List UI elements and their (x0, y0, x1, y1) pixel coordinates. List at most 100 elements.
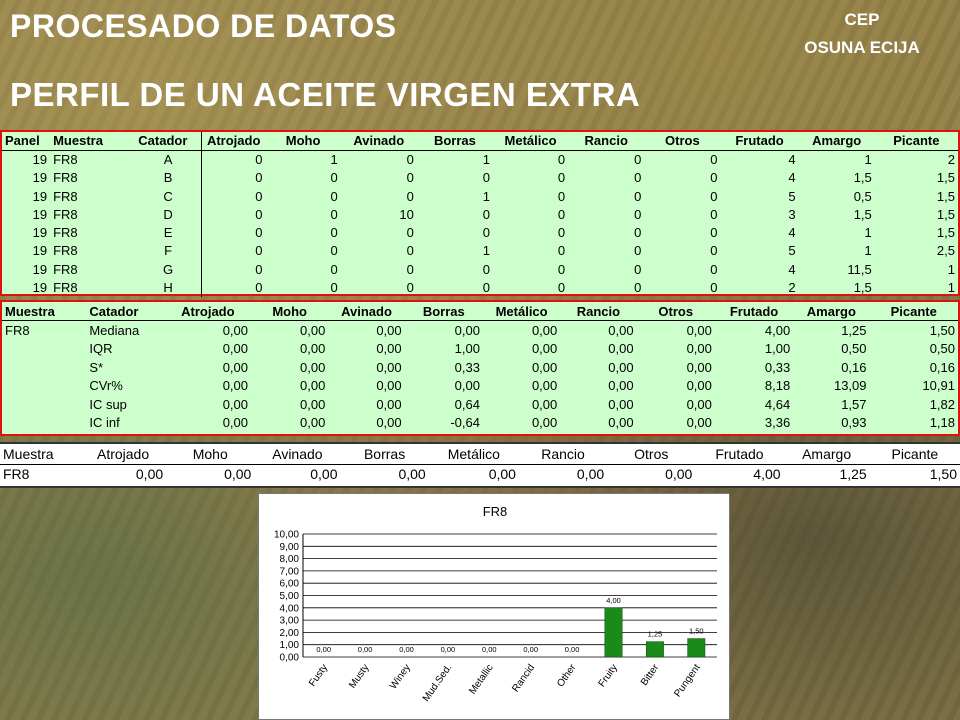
table-cell: 19 (32, 261, 48, 277)
table-row: 19 FR8 E 0 0 0 0 0 0 0 4 1 1,5 (2, 223, 958, 242)
table-cell: 1,25 (841, 322, 867, 338)
table-cell: 1,5 (936, 206, 955, 222)
table-cell: 1,00 (454, 340, 480, 356)
table-cell: 19 (32, 225, 48, 241)
column-header: Moho (265, 132, 341, 151)
table-row: IC inf 0,00 0,00 0,00 -0,64 0,00 0,00 0,00 3,36 0… (2, 414, 958, 433)
table-cell: 19 (32, 280, 48, 296)
table-cell: 1,25 (839, 466, 867, 483)
table-cell: IC inf (89, 415, 120, 431)
table-cell: 2 (947, 152, 955, 168)
table-cell: 0 (634, 243, 642, 259)
x-tick-label: Pungent (672, 662, 703, 699)
table-cell: 0 (200, 241, 266, 261)
table-cell: 8,18 (764, 378, 791, 394)
column-header: Muestra (50, 132, 136, 151)
table-cell: 0 (710, 225, 718, 241)
table-cell: F (164, 243, 173, 259)
table-cell: 0 (406, 243, 414, 259)
table-cell: C (163, 188, 173, 204)
table-cell: 1 (864, 225, 872, 241)
table-row: FR8 Mediana 0,00 0,00 0,00 0,00 0,00 0,00 0,00 4,… (2, 321, 958, 340)
table-cell: 0 (557, 261, 566, 277)
column-header: Picante (874, 132, 958, 151)
table-cell: 1,50 (929, 322, 955, 338)
table-cell: 0,00 (686, 378, 712, 394)
table-row: 19 FR8 H 0 0 0 0 0 0 0 2 1,5 1 (2, 278, 958, 297)
table-cell: 0 (710, 261, 718, 277)
column-header: Otros (644, 132, 721, 151)
y-tick-label: 6,00 (280, 579, 300, 590)
table-cell: S* (89, 359, 104, 375)
org-line-1: CEP (844, 10, 880, 29)
table-cell: 0 (330, 225, 338, 241)
table-cell (2, 395, 86, 414)
table-cell: 19 (32, 243, 48, 259)
table-cell: 0 (330, 280, 338, 296)
org-label: CEP OSUNA ECIJA (782, 6, 942, 62)
table-cell: 0 (557, 280, 566, 296)
table-cell: 0 (634, 261, 642, 277)
profile-chart: FR8 0,00 1,00 2,00 3,00 4,00 5,00 6,00 7,00 8,00 9… (258, 493, 730, 720)
table-cell: 0,00 (300, 322, 326, 338)
table-cell: 0,00 (531, 378, 558, 394)
table-cell: 0,00 (222, 415, 249, 431)
column-header: Borras (416, 132, 493, 151)
y-tick-label: 0,00 (280, 653, 300, 664)
table-cell: -0,64 (450, 415, 480, 431)
table-cell: 0,93 (841, 415, 867, 431)
table-cell: 1 (864, 243, 872, 259)
table-cell (2, 358, 86, 377)
table-cell: 5 (788, 188, 796, 204)
table-cell: 1 (482, 152, 490, 168)
data-label: 0,00 (523, 645, 538, 654)
column-header: Frutado (720, 132, 799, 151)
table-row: 19 FR8 C 0 0 0 1 0 0 0 5 0,5 1,5 (2, 186, 958, 206)
table-cell: 1 (864, 152, 872, 168)
chart-title: FR8 (483, 504, 508, 519)
y-tick-label: 5,00 (280, 591, 300, 602)
table-cell: 0 (406, 261, 414, 277)
data-label: 0,00 (482, 645, 497, 654)
table-cell: 0,00 (398, 466, 426, 483)
table-cell: 2 (788, 280, 796, 296)
table-cell: 19 (32, 188, 48, 204)
table-cell: 0,16 (929, 359, 955, 375)
y-tick-label: 7,00 (280, 566, 300, 577)
table-cell: 0 (557, 152, 566, 168)
table-cell: 0,00 (224, 466, 252, 483)
column-header: Panel (2, 132, 51, 151)
table-cell: 1 (482, 243, 490, 259)
data-label: 0,00 (565, 645, 580, 654)
column-header: Amargo (793, 302, 870, 322)
table-cell: 0,00 (222, 322, 249, 338)
table-cell: 0,00 (300, 415, 326, 431)
table-cell: 0,00 (531, 359, 558, 375)
table-cell: 0 (406, 280, 414, 296)
table-cell: 0 (634, 152, 642, 168)
table-cell: 0,00 (300, 396, 326, 412)
table-cell: 0,00 (531, 396, 558, 412)
table-row: IQR 0,00 0,00 0,00 1,00 0,00 0,00 0,00 1,00 0,50 0… (2, 339, 958, 358)
table-cell: 5 (788, 243, 796, 259)
x-tick-label: Rancid (510, 662, 537, 694)
column-header: Avinado (254, 444, 341, 465)
table-cell: 0,5 (853, 188, 872, 204)
page-subtitle: PERFIL DE UN ACEITE VIRGEN EXTRA (10, 76, 641, 113)
table-cell: 0 (200, 205, 266, 224)
column-header: Catador (135, 132, 202, 151)
table-cell: 0,00 (608, 359, 634, 375)
table-cell: 1,57 (841, 396, 867, 412)
table-cell: 0 (406, 225, 414, 241)
table-cell: 0,50 (929, 340, 955, 356)
table-row: 19 FR8 B 0 0 0 0 0 0 0 4 1,5 1,5 (2, 168, 958, 187)
table-cell: 0,00 (576, 466, 605, 483)
table-cell: 0 (330, 206, 338, 222)
table-cell: 1,5 (853, 206, 872, 222)
table-cell: 0 (634, 225, 642, 241)
table-cell: 0 (634, 206, 642, 222)
y-tick-label: 1,00 (280, 640, 300, 651)
table-cell: 4 (788, 225, 796, 241)
column-header: Atrojado (200, 132, 266, 151)
table-cell: IQR (89, 340, 113, 356)
